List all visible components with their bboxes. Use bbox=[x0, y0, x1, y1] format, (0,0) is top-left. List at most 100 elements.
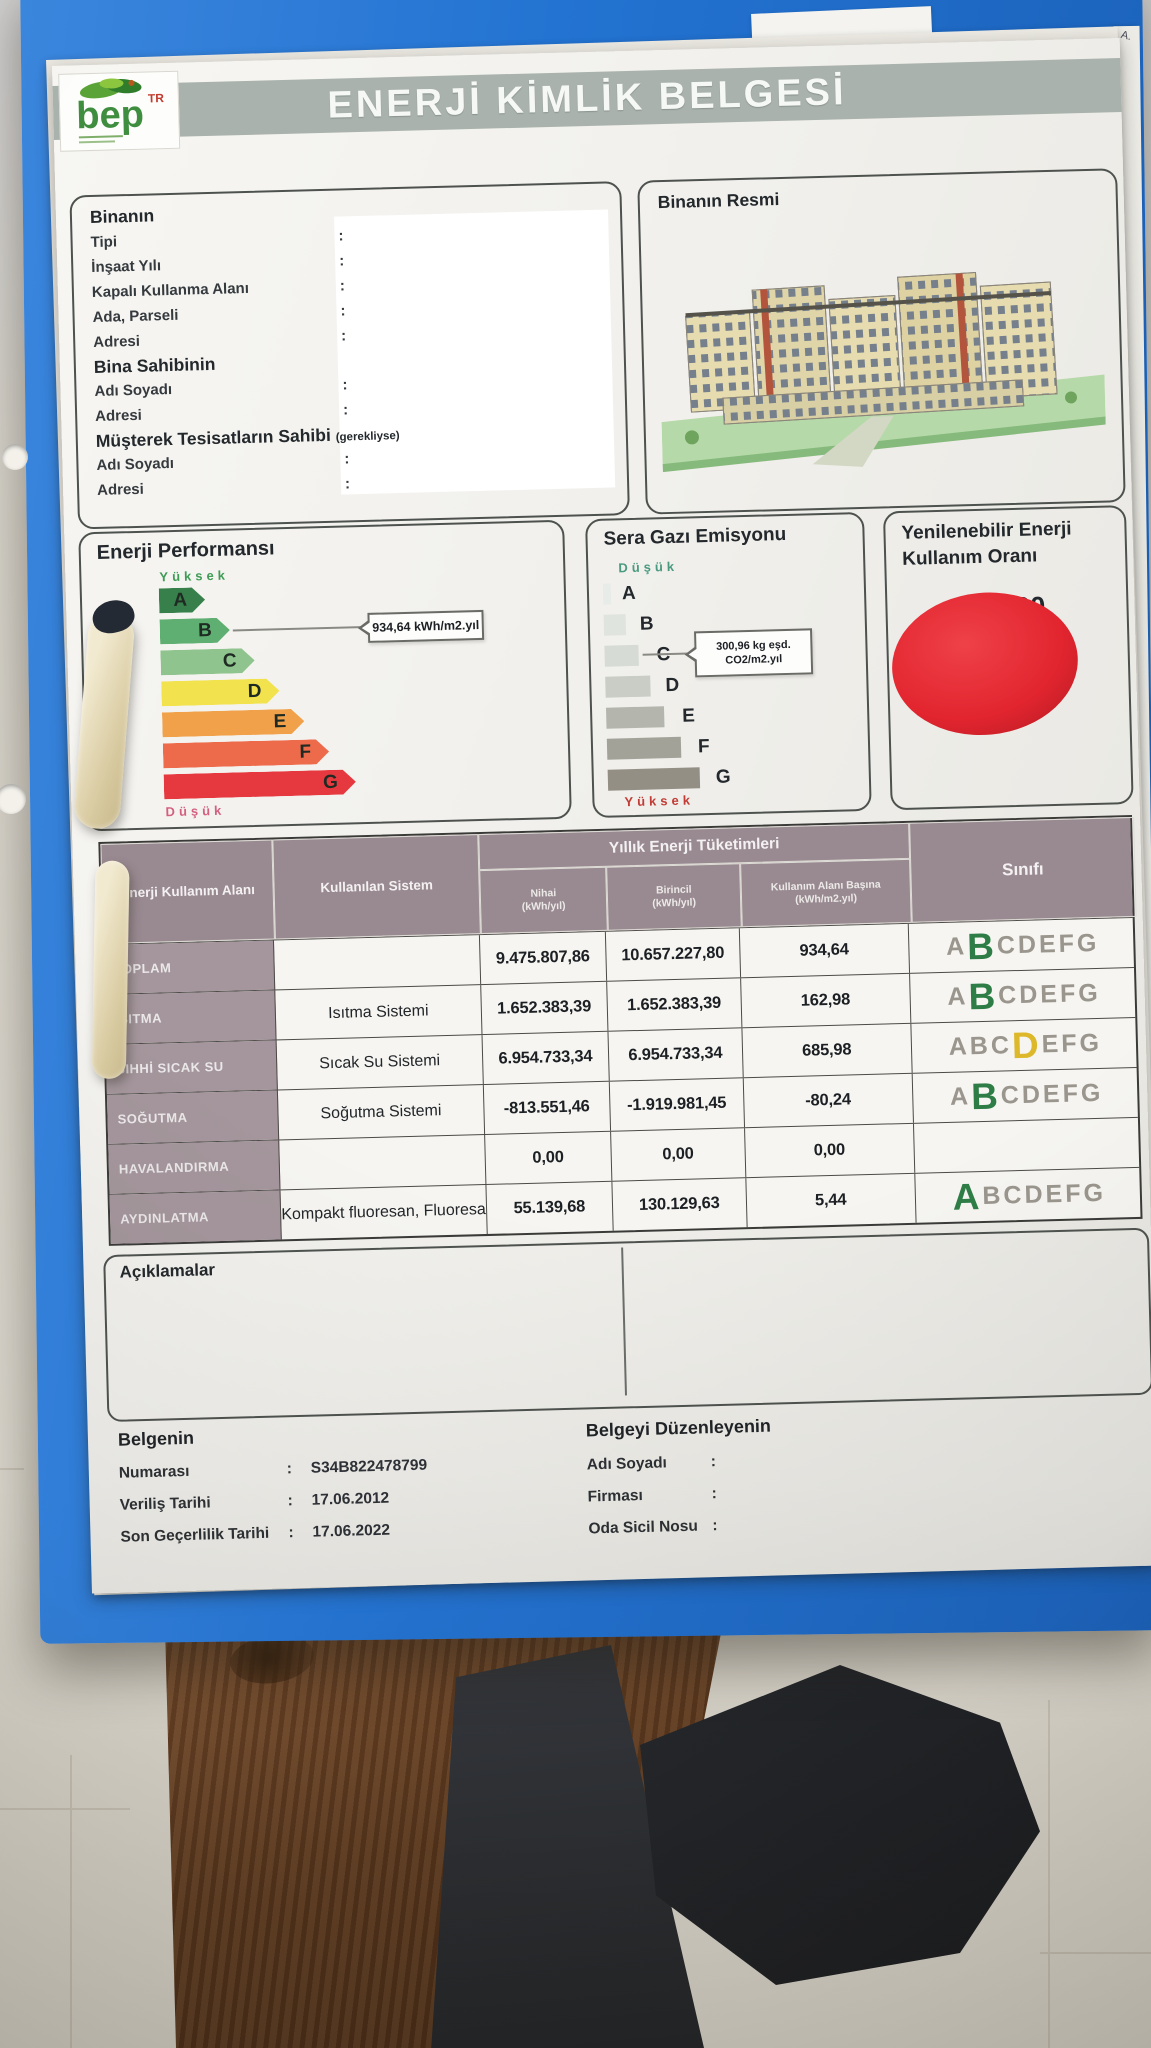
per-area-cell: -80,24 bbox=[743, 1073, 914, 1128]
colon: : bbox=[344, 450, 350, 468]
primary-cell: 6.954.733,34 bbox=[608, 1028, 744, 1081]
energy-class-bar-e: E bbox=[162, 709, 305, 738]
issuer-section-title: Belgeyi Düzenleyenin bbox=[585, 1415, 772, 1441]
callout-connector bbox=[232, 626, 361, 632]
header-band: ENERJİ KİMLİK BELGESİ bbox=[52, 58, 1122, 140]
certificate-row: Son Geçerlilik Tarihi : 17.06.2022 bbox=[120, 1517, 560, 1549]
class-rating-cell bbox=[914, 1118, 1139, 1173]
colon: : bbox=[340, 302, 346, 320]
paper-fastener-clip bbox=[91, 860, 130, 1080]
field-row: Tipi: bbox=[90, 227, 343, 254]
person-shoe-silhouette bbox=[640, 1665, 1040, 1985]
colon: : bbox=[338, 227, 344, 245]
colon: : bbox=[711, 1485, 717, 1503]
colon: : bbox=[342, 376, 348, 394]
final-cell: -813.551,46 bbox=[483, 1081, 612, 1135]
colon: : bbox=[287, 1492, 294, 1510]
certificate-value: 17.06.2012 bbox=[311, 1489, 390, 1509]
field-label: Kapalı Kullanma Alanı bbox=[91, 279, 250, 302]
field-row: Adresi: bbox=[95, 401, 348, 428]
certificate-value: 17.06.2022 bbox=[312, 1521, 391, 1541]
field-label: Ada, Parseli bbox=[92, 306, 179, 327]
notes-box: Açıklamalar bbox=[103, 1227, 1151, 1423]
class-letter: G bbox=[322, 771, 339, 794]
ghg-class-bar-c bbox=[604, 644, 639, 667]
class-letter: A bbox=[173, 589, 188, 612]
high-label: Yüksek bbox=[624, 792, 695, 810]
area-cell: SOĞUTMA bbox=[106, 1090, 280, 1144]
issuer-label: Firması bbox=[587, 1487, 643, 1506]
low-label: Düşük bbox=[165, 802, 226, 820]
header-text: Birincil bbox=[655, 883, 692, 897]
energy-class-bar-c: C bbox=[160, 648, 255, 675]
class-letter: B bbox=[639, 613, 654, 635]
energy-performance-title: Enerji Performansı bbox=[96, 537, 275, 564]
energy-class-bar-a: A bbox=[159, 587, 206, 613]
greenhouse-gas-box: Sera Gazı Emisyonu Düşük A B C D E F G Y… bbox=[585, 511, 872, 819]
svg-text:TR: TR bbox=[148, 91, 165, 105]
class-letter: E bbox=[681, 705, 696, 727]
per-area-cell: 0,00 bbox=[744, 1123, 916, 1178]
area-cell: SIHHİ SICAK SU bbox=[105, 1040, 279, 1094]
column-header-final: Nihai (kWh/yıl) bbox=[479, 866, 608, 935]
final-cell: 1.652.383,39 bbox=[480, 981, 609, 1035]
renewable-title-line2: Kullanım Oranı bbox=[901, 545, 1038, 570]
column-header-system: Kullanılan Sistem bbox=[272, 834, 481, 940]
colon: : bbox=[712, 1517, 718, 1535]
final-cell: 9.475.807,86 bbox=[479, 931, 608, 985]
tile-grout-line bbox=[70, 1755, 72, 2048]
section-title-suffix: (gerekliyse) bbox=[335, 430, 400, 444]
field-row: İnşaat Yılı: bbox=[91, 252, 344, 279]
renewable-energy-box: Yenilenebilir Enerji Kullanım Oranı %0,0… bbox=[882, 505, 1134, 811]
field-label: Adı Soyadı bbox=[94, 380, 173, 400]
ghg-class-bar-f bbox=[606, 736, 682, 760]
certificate-row: Numarası : S34B822478799 bbox=[119, 1453, 559, 1485]
ghg-class-bar-g bbox=[607, 767, 701, 791]
class-letter: G bbox=[715, 766, 731, 788]
issuer-label: Oda Sicil Nosu bbox=[588, 1517, 699, 1538]
header-text: Nihai bbox=[530, 887, 557, 900]
column-header-class: Sınıfı bbox=[909, 816, 1137, 923]
colon: : bbox=[344, 475, 351, 493]
colon: : bbox=[342, 401, 349, 419]
class-letter: E bbox=[273, 711, 287, 733]
renewable-pie-chart bbox=[892, 592, 1078, 736]
field-row: Adresi: bbox=[97, 475, 350, 502]
svg-text:bep: bep bbox=[76, 94, 145, 138]
ghg-value-callout: 300,96 kg eşd. CO2/m2.yıl bbox=[694, 628, 814, 678]
header-text: Kullanılan Sistem bbox=[320, 877, 434, 896]
redaction-box bbox=[334, 209, 616, 495]
colon: : bbox=[286, 1460, 293, 1478]
ghg-value-line2: CO2/m2.yıl bbox=[725, 653, 783, 667]
ghg-class-bar-d bbox=[605, 675, 651, 698]
high-label: Yüksek bbox=[159, 567, 230, 585]
certificate-label: Veriliş Tarihi bbox=[119, 1494, 211, 1514]
tile-grout-line bbox=[1048, 1700, 1050, 2048]
bep-logo-graphic: bep TR bbox=[76, 78, 165, 144]
field-row: Adı Soyadı: bbox=[94, 376, 347, 403]
field-label: Adresi bbox=[96, 480, 145, 499]
colon: : bbox=[338, 252, 345, 270]
certificate-value: S34B822478799 bbox=[310, 1456, 428, 1477]
colon: : bbox=[288, 1524, 294, 1542]
energy-class-bar-f: F bbox=[163, 739, 330, 768]
colon: : bbox=[710, 1453, 717, 1471]
system-cell: Soğutma Sistemi bbox=[278, 1085, 485, 1140]
consumption-table: Enerji Kullanım Alanı Kullanılan Sistem … bbox=[98, 814, 1143, 1246]
header-unit: (kWh/yıl) bbox=[652, 896, 697, 910]
per-area-cell: 5,44 bbox=[745, 1173, 917, 1228]
low-label: Düşük bbox=[618, 558, 679, 576]
energy-class-bar-d: D bbox=[161, 678, 280, 706]
issuer-row: Adı Soyadı : bbox=[587, 1446, 987, 1476]
primary-cell: 130.129,63 bbox=[612, 1178, 748, 1231]
field-label: Adı Soyadı bbox=[96, 454, 175, 474]
section-title-text: Müşterek Tesisatların Sahibi bbox=[95, 424, 332, 451]
page-title: ENERJİ KİMLİK BELGESİ bbox=[327, 71, 848, 127]
building-info-box: Binanın Tipi: İnşaat Yılı: Kapalı Kullan… bbox=[69, 181, 630, 530]
final-cell: 6.954.733,34 bbox=[482, 1031, 610, 1085]
class-letter: F bbox=[299, 741, 312, 763]
